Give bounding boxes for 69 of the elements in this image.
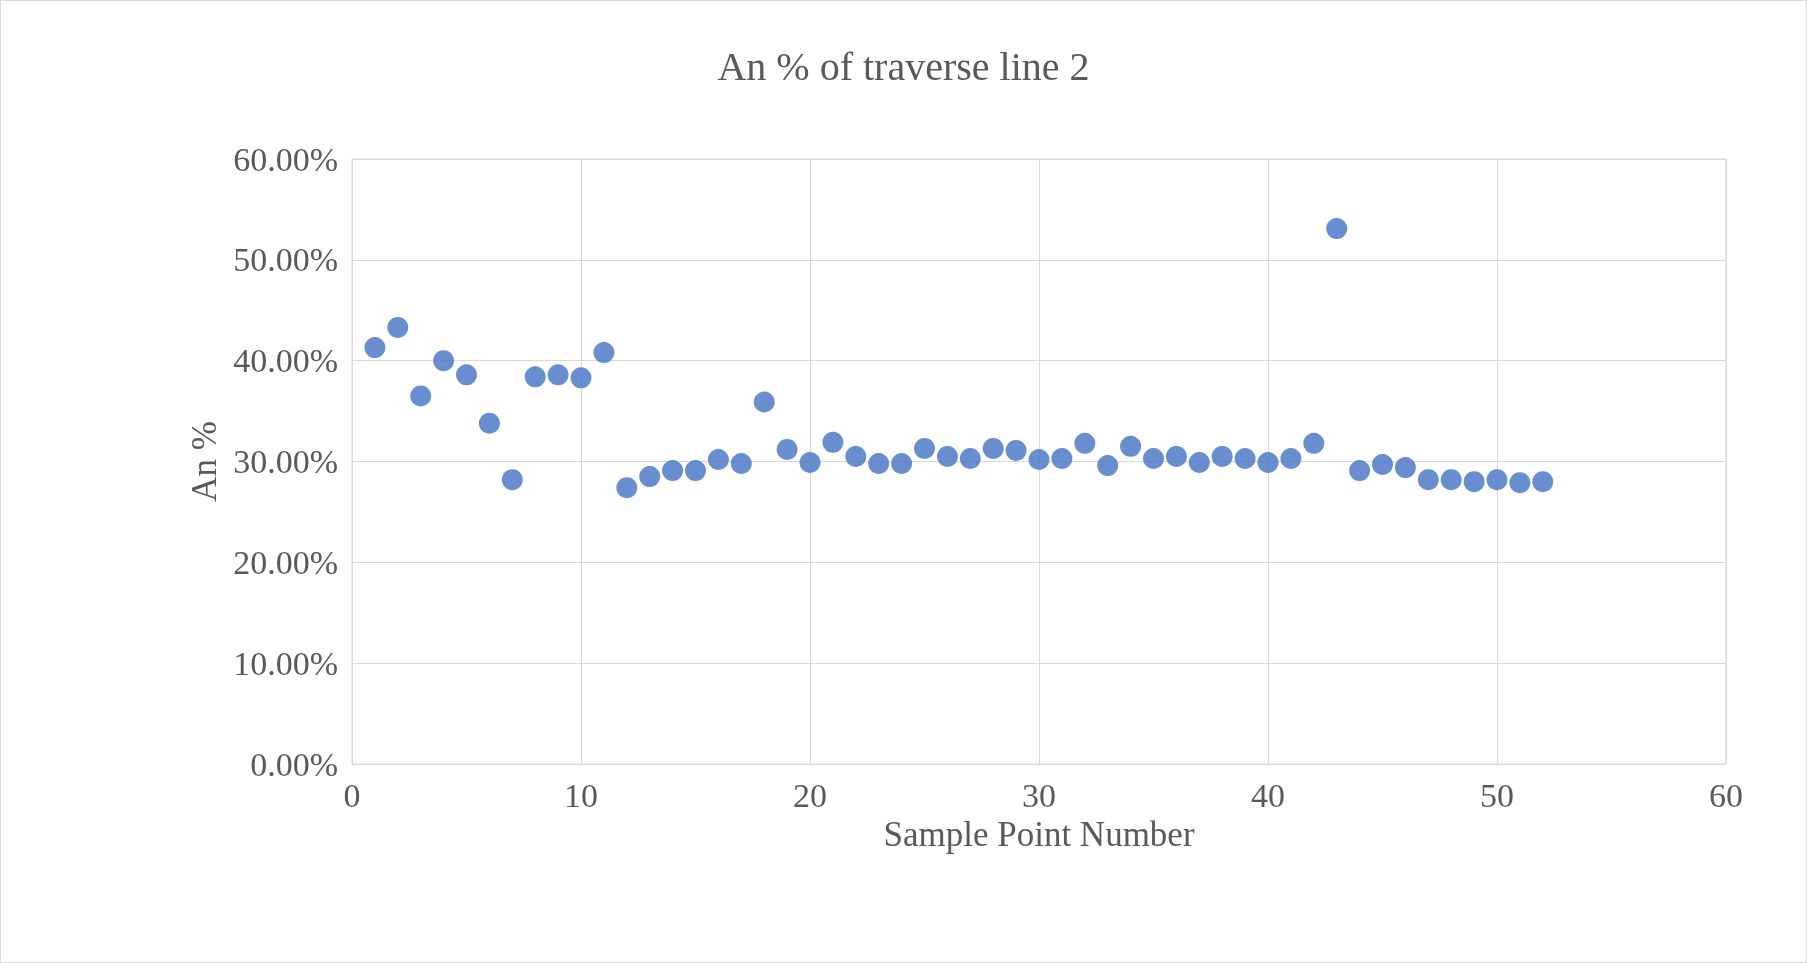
point — [868, 453, 890, 475]
point — [822, 431, 844, 453]
point — [593, 342, 615, 364]
point — [1188, 452, 1210, 473]
point — [524, 366, 546, 388]
point — [1143, 447, 1164, 469]
point — [707, 448, 729, 470]
point — [570, 367, 592, 389]
point — [639, 466, 661, 488]
x-tick-label: 40 — [1251, 776, 1285, 814]
y-tick-label: 50.00% — [233, 241, 338, 279]
point — [891, 453, 913, 475]
x-tick-label: 50 — [1480, 776, 1514, 814]
point — [730, 453, 752, 475]
y-axis-title: An % — [185, 421, 225, 502]
x-tick-label: 0 — [343, 776, 361, 814]
point — [387, 316, 409, 338]
point — [1486, 469, 1508, 491]
x-tick-label: 30 — [1022, 776, 1056, 814]
point — [1303, 432, 1325, 454]
point — [1532, 471, 1554, 493]
point — [1120, 435, 1142, 457]
point — [685, 460, 706, 482]
point — [616, 477, 638, 499]
point — [1257, 452, 1279, 473]
point — [1326, 218, 1348, 240]
point — [936, 445, 958, 467]
point — [845, 445, 867, 467]
point — [1349, 460, 1371, 482]
point — [1097, 455, 1119, 477]
x-tick-label: 60 — [1709, 776, 1743, 814]
point — [959, 447, 981, 469]
point — [1509, 472, 1531, 494]
point — [1372, 454, 1393, 476]
point — [753, 391, 775, 413]
point — [501, 469, 523, 491]
point — [1165, 445, 1187, 467]
point — [1417, 469, 1439, 491]
x-tick-label: 10 — [564, 776, 598, 814]
point — [1028, 448, 1050, 470]
point — [1211, 445, 1233, 467]
y-tick-label: 60.00% — [233, 140, 338, 178]
point — [1280, 447, 1302, 469]
point — [1005, 439, 1027, 461]
point — [364, 337, 386, 359]
point — [1440, 469, 1462, 491]
point — [799, 452, 821, 473]
y-tick-label: 30.00% — [233, 443, 338, 480]
x-tick-label: 20 — [793, 776, 827, 814]
point — [410, 385, 432, 407]
y-tick-label: 20.00% — [233, 543, 338, 581]
point — [1051, 447, 1073, 469]
point — [1074, 432, 1096, 454]
y-tick-label: 0.00% — [250, 745, 338, 783]
point — [478, 412, 500, 434]
point — [456, 364, 477, 386]
point — [982, 437, 1004, 459]
point — [547, 364, 569, 386]
y-tick-label: 10.00% — [233, 644, 338, 682]
point — [914, 437, 935, 459]
chart-title: An % of traverse line 2 — [717, 43, 1090, 89]
point — [662, 460, 684, 482]
y-tick-label: 40.00% — [233, 342, 338, 380]
x-axis-title: Sample Point Number — [883, 814, 1195, 854]
point — [776, 438, 798, 460]
point — [433, 350, 455, 372]
point — [1394, 457, 1416, 479]
point — [1234, 447, 1256, 469]
point — [1463, 471, 1485, 493]
